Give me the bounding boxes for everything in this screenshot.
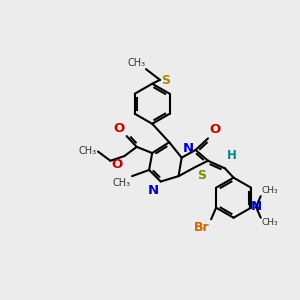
Text: O: O (112, 158, 123, 171)
Text: CH₃: CH₃ (127, 58, 145, 68)
Text: N: N (147, 184, 158, 197)
Text: CH₃: CH₃ (262, 218, 278, 227)
Text: CH₃: CH₃ (78, 146, 96, 157)
Text: S: S (197, 169, 206, 182)
Text: N: N (183, 142, 194, 155)
Text: O: O (114, 122, 125, 135)
Text: N: N (250, 200, 262, 213)
Text: CH₃: CH₃ (112, 178, 130, 188)
Text: CH₃: CH₃ (262, 186, 278, 195)
Text: H: H (227, 149, 237, 162)
Text: S: S (161, 74, 170, 87)
Text: Br: Br (194, 221, 210, 234)
Text: O: O (210, 123, 221, 136)
